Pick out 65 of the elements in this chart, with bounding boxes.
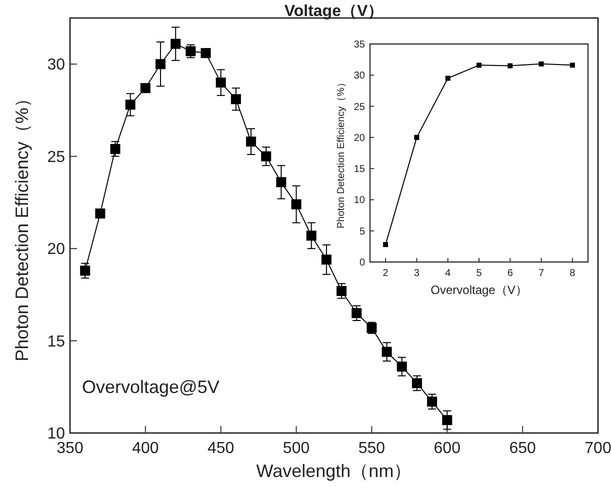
y-tick-label: 0 <box>359 258 366 268</box>
x-tick-label: 4 <box>445 268 452 279</box>
point <box>230 94 241 104</box>
y-axis-title: Photon Detection Efficiency（%） <box>12 90 32 362</box>
point <box>412 378 422 388</box>
x-tick-label: 700 <box>584 440 611 457</box>
x-tick-label: 650 <box>509 440 536 457</box>
point <box>261 151 272 162</box>
point <box>95 208 106 219</box>
x-tick-label: 600 <box>434 440 461 457</box>
x-tick-label: 450 <box>208 440 234 457</box>
point <box>246 136 256 147</box>
point <box>352 308 362 318</box>
point <box>383 242 388 248</box>
point <box>110 144 120 154</box>
y-tick-label: 10 <box>354 195 366 206</box>
point <box>508 63 513 68</box>
point <box>570 62 575 68</box>
x-axis-title: Wavelength（nm） <box>256 461 412 481</box>
point <box>445 76 450 81</box>
x-tick-label: 500 <box>282 440 310 457</box>
point <box>442 415 452 426</box>
y-tick-label: 25 <box>47 148 66 166</box>
x-tick-label: 5 <box>476 268 482 279</box>
y-tick-label: 20 <box>354 132 366 144</box>
point <box>476 62 482 68</box>
point <box>125 100 136 110</box>
point <box>396 362 407 372</box>
point <box>291 199 302 210</box>
point <box>156 59 166 70</box>
point <box>170 38 181 49</box>
point <box>216 78 226 88</box>
x-tick-label: 550 <box>358 440 386 457</box>
x-tick-label: 350 <box>56 440 84 457</box>
chart-title: Voltage（V） <box>284 3 384 20</box>
point <box>336 286 347 296</box>
y-tick-label: 30 <box>47 56 66 74</box>
x-axis-title: Overvoltage（V） <box>430 283 528 297</box>
point <box>306 230 316 241</box>
point <box>276 177 286 188</box>
point <box>427 396 438 407</box>
y-tick-label: 20 <box>47 241 66 258</box>
point <box>186 46 196 56</box>
x-tick-label: 2 <box>382 268 389 279</box>
y-tick-label: 35 <box>354 40 366 50</box>
y-tick-label: 25 <box>354 102 366 113</box>
y-tick-label: 5 <box>359 226 366 238</box>
point <box>200 48 211 58</box>
x-tick-label: 8 <box>570 268 576 279</box>
y-axis-title: Photon Detection Efficiency（%） <box>336 77 347 229</box>
point <box>538 61 544 66</box>
point <box>321 254 332 265</box>
y-tick-label: 15 <box>47 333 66 350</box>
annotation: Overvoltage@5V <box>82 377 220 397</box>
y-tick-label: 30 <box>354 70 366 82</box>
x-tick-label: 400 <box>132 440 159 457</box>
point <box>140 83 150 94</box>
x-tick-label: 7 <box>538 268 545 279</box>
y-tick-label: 10 <box>47 426 66 443</box>
y-tick-label: 15 <box>354 164 366 176</box>
point <box>382 346 392 357</box>
x-tick-label: 6 <box>507 268 514 279</box>
x-tick-label: 3 <box>414 268 420 279</box>
point <box>80 266 90 276</box>
point <box>414 134 420 140</box>
